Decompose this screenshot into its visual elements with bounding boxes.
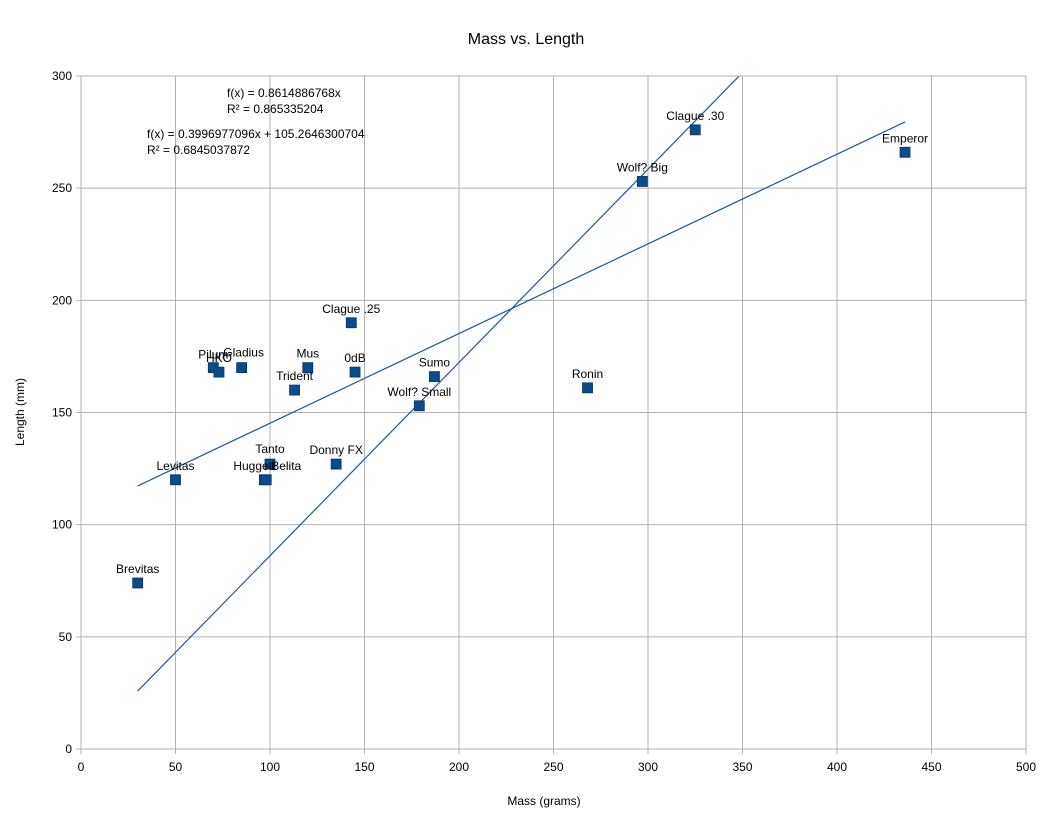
point-label: Trident [276,369,314,383]
data-point [260,474,272,486]
x-tick-label: 350 [732,760,752,774]
x-tick-label: 300 [638,760,658,774]
trendline-2 [137,121,906,487]
point-label: Pilum [198,348,228,362]
data-point [264,458,276,470]
point-label: Levitas [156,459,194,473]
point-label: Belita [271,459,301,473]
data-point [132,577,144,589]
x-tick-label: 0 [78,760,85,774]
point-label: Clague .25 [322,302,380,316]
y-tick-label: 300 [52,69,72,83]
data-point [330,458,342,470]
y-tick-label: 0 [65,742,72,756]
data-point [289,384,300,396]
data-point [349,366,361,378]
point-label: Gladius [223,346,264,360]
data-point [429,371,440,383]
point-label: Clague .30 [666,109,724,123]
y-axis-title: Length (mm) [13,378,27,446]
trendline-1-equation: f(x) = 0.8614886768x [227,86,341,100]
data-point [636,176,648,187]
x-tick-label: 200 [449,760,469,774]
grid-lines [76,75,1027,754]
tick-labels: 0 50 100 150 200 250 300 350 400 450 500 0 50 100 150 2… [52,69,1036,774]
point-label: Wolf? Small [387,385,451,399]
data-point [213,366,225,378]
x-tick-label: 100 [260,760,280,774]
data-point [170,474,181,486]
point-label: Donny FX [309,443,362,457]
trendline-2-r2: R² = 0.6845037872 [147,143,250,157]
axes [80,76,1026,750]
y-tick-label: 50 [59,630,73,644]
y-tick-label: 250 [52,181,72,195]
point-label: Ronin [572,367,603,381]
x-tick-label: 400 [827,760,847,774]
data-point [582,382,593,394]
point-label: Brevitas [116,562,159,576]
y-tick-label: 100 [52,518,72,532]
data-points [132,124,911,589]
data-point [413,400,425,412]
chart-title: Mass vs. Length [468,31,585,48]
point-label: Sumo [419,356,451,370]
x-tick-label: 450 [921,760,941,774]
x-axis-title: Mass (grams) [507,794,580,808]
point-label: 0dB [344,351,365,365]
y-tick-label: 200 [52,293,72,307]
data-point [345,317,357,329]
point-label: Huggett [233,459,276,473]
trendline-2-equation: f(x) = 0.3996977096x + 105.2646300704 [147,127,365,141]
data-point [236,362,248,374]
point-label: Mus [296,347,319,361]
trendline-1-r2: R² = 0.865335204 [227,102,324,116]
y-tick-label: 150 [52,406,72,420]
x-tick-label: 150 [354,760,374,774]
data-point [689,124,701,136]
x-tick-label: 50 [169,760,183,774]
data-point [302,362,314,374]
point-label: Emperor [882,131,928,145]
x-tick-label: 250 [543,760,563,774]
point-label: Wolf? Big [617,160,668,174]
data-point [899,146,911,158]
point-label: HKO [206,351,232,365]
x-tick-label: 500 [1016,760,1036,774]
point-label: Tanto [255,442,285,456]
trendlines [137,76,906,692]
